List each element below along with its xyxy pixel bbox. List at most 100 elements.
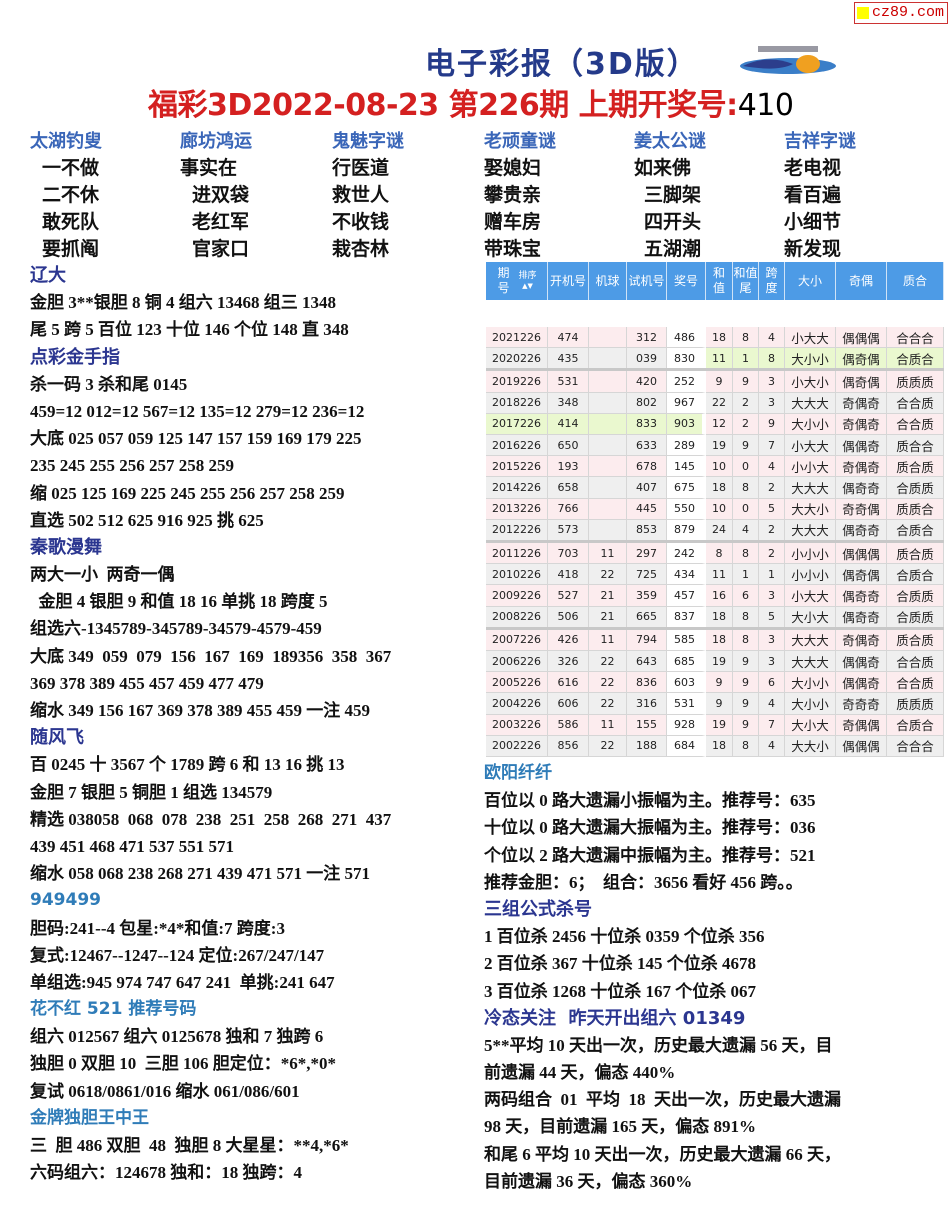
table-cell: 4 xyxy=(759,735,785,757)
section-heading: 花不红 521 推荐号码 xyxy=(30,999,197,1020)
table-cell: 7 xyxy=(759,714,785,736)
table-cell: 766 xyxy=(548,498,589,520)
riddle-line: 要抓阄 xyxy=(42,238,100,260)
table-cell: 9 xyxy=(733,693,759,715)
column-header-10[interactable]: 质合 xyxy=(887,262,944,300)
section-heading: 冷态关注 昨天开出组六 01349 xyxy=(484,1007,746,1029)
table-cell: 偶奇奇 xyxy=(836,606,887,628)
table-cell: 527 xyxy=(548,585,589,607)
table-cell: 928 xyxy=(667,714,706,736)
table-cell: 大小小 xyxy=(785,693,836,715)
table-cell: 506 xyxy=(548,606,589,628)
column-header-9[interactable]: 奇偶 xyxy=(836,262,887,300)
text-line: 单组选:945 974 747 647 241 单挑:241 647 xyxy=(30,972,335,992)
column-header-7[interactable]: 跨度 xyxy=(759,262,785,300)
riddle-line: 五湖潮 xyxy=(644,238,702,260)
riddle-line: 如来佛 xyxy=(634,157,692,179)
table-row: 2004226 606 22 316 531 9 9 4 大小小 奇奇奇 质质质 xyxy=(486,693,944,715)
table-cell: 3 xyxy=(759,392,785,414)
table-cell: 2011226 xyxy=(486,543,548,565)
table-cell: 小小小 xyxy=(785,564,836,586)
column-header-0[interactable]: 期号 排序 ▲▼ xyxy=(486,262,548,300)
table-cell: 0 xyxy=(733,498,759,520)
table-cell: 奇偶奇 xyxy=(836,413,887,435)
table-cell: 2019226 xyxy=(486,371,548,393)
column-header-5[interactable]: 和值 xyxy=(706,262,733,300)
table-row: 2017226 414 833 903 12 2 9 大小小 奇偶奇 合合质 xyxy=(486,413,944,435)
text-line: 胆码:241--4 包星:*4*和值:7 跨度:3 xyxy=(30,918,285,938)
table-cell: 奇偶奇 xyxy=(836,392,887,414)
text-line: 组选六-1345789-345789-34579-4579-459 xyxy=(30,619,322,639)
table-header: 期号 排序 ▲▼ 开机号 机球 试机号 奖号 和值 和值尾 跨度 大小 奇偶 质合 xyxy=(486,262,944,300)
table-cell: 偶偶偶 xyxy=(836,543,887,565)
table-cell: 11 xyxy=(589,629,627,651)
riddle-block: 老顽童谜 娶媳妇 攀贵亲 赠车房 带珠宝 xyxy=(484,128,556,263)
table-cell: 550 xyxy=(667,498,706,520)
riddle-line: 行医道 xyxy=(332,157,390,179)
table-cell: 18 xyxy=(706,327,733,349)
column-header-2[interactable]: 机球 xyxy=(589,262,627,300)
riddle-line: 栽杏林 xyxy=(332,238,390,260)
section-heading: 辽大 xyxy=(30,265,66,286)
table-cell: 2 xyxy=(733,392,759,414)
table-cell: 19 xyxy=(706,714,733,736)
table-cell: 18 xyxy=(706,629,733,651)
column-header-1[interactable]: 开机号 xyxy=(548,262,589,300)
riddle-block: 廊坊鸿运 事实在 进双袋 老红军 官家口 xyxy=(180,128,252,263)
column-header-6[interactable]: 和值尾 xyxy=(733,262,759,300)
table-cell: 585 xyxy=(667,629,706,651)
text-line: 独胆 0 双胆 10 三胆 106 胆定位：*6*,*0* xyxy=(30,1054,336,1074)
table-cell: 678 xyxy=(627,456,667,478)
text-line: 百 0245 十 3567 个 1789 跨 6 和 13 16 挑 13 xyxy=(30,755,345,775)
table-cell: 11 xyxy=(589,714,627,736)
sort-button[interactable]: 排序 ▲▼ xyxy=(518,271,536,291)
riddle-line: 事实在 xyxy=(180,157,238,179)
table-cell: 小大大 xyxy=(785,585,836,607)
riddle-line: 不收钱 xyxy=(332,211,390,233)
table-cell: 616 xyxy=(548,672,589,694)
table-cell: 193 xyxy=(548,456,589,478)
riddle-block: 姜太公谜 如来佛 三脚架 四开头 五湖潮 xyxy=(634,128,706,263)
text-line: 369 378 389 455 457 459 477 479 xyxy=(30,673,264,693)
table-cell: 合合合 xyxy=(887,735,944,757)
riddle-title: 廊坊鸿运 xyxy=(180,131,252,152)
column-header-label: 机球 xyxy=(595,273,620,288)
riddle-title: 鬼魅字谜 xyxy=(332,131,404,152)
table-row: 2018226 348 802 967 22 2 3 大大大 奇偶奇 合合质 xyxy=(486,392,944,414)
table-cell: 684 xyxy=(667,735,706,757)
table-cell: 11 xyxy=(706,348,733,370)
table-cell: 8 xyxy=(733,735,759,757)
text-line: 个位以 2 路大遗漏中振幅为主。推荐号：521 xyxy=(484,845,816,865)
table-cell: 16 xyxy=(706,585,733,607)
table-cell: 8 xyxy=(706,543,733,565)
text-line: 金胆 3**银胆 8 铜 4 组六 13468 组三 1348 xyxy=(30,293,336,313)
riddle-line: 娶媳妇 xyxy=(484,157,542,179)
table-cell: 2008226 xyxy=(486,606,548,628)
section-heading: 949499 xyxy=(30,890,101,911)
text-line: 组六 012567 组六 0125678 独和 7 独跨 6 xyxy=(30,1027,324,1047)
riddle-line: 小细节 xyxy=(784,211,842,233)
column-header-3[interactable]: 试机号 xyxy=(627,262,667,300)
text-line: 3 百位杀 1268 十位杀 167 个位杀 067 xyxy=(484,981,756,1001)
table-cell: 9 xyxy=(759,413,785,435)
table-cell xyxy=(589,371,627,393)
table-cell: 348 xyxy=(548,392,589,414)
table-cell: 434 xyxy=(667,564,706,586)
table-cell: 2014226 xyxy=(486,477,548,499)
column-header-4[interactable]: 奖号 xyxy=(667,262,706,300)
table-cell: 12 xyxy=(706,413,733,435)
table-cell: 289 xyxy=(667,435,706,457)
table-cell: 小小大 xyxy=(785,456,836,478)
table-cell: 9 xyxy=(733,371,759,393)
table-cell: 6 xyxy=(759,672,785,694)
table-cell: 5 xyxy=(759,606,785,628)
column-header-8[interactable]: 大小 xyxy=(785,262,836,300)
table-cell: 合合质 xyxy=(887,651,944,673)
table-cell: 21 xyxy=(589,606,627,628)
table-cell: 6 xyxy=(733,585,759,607)
table-cell: 偶偶奇 xyxy=(836,672,887,694)
table-cell: 偶奇奇 xyxy=(836,477,887,499)
table-cell: 2 xyxy=(759,477,785,499)
text-line: 459=12 012=12 567=12 135=12 279=12 236=1… xyxy=(30,401,365,421)
table-cell: 435 xyxy=(548,348,589,370)
